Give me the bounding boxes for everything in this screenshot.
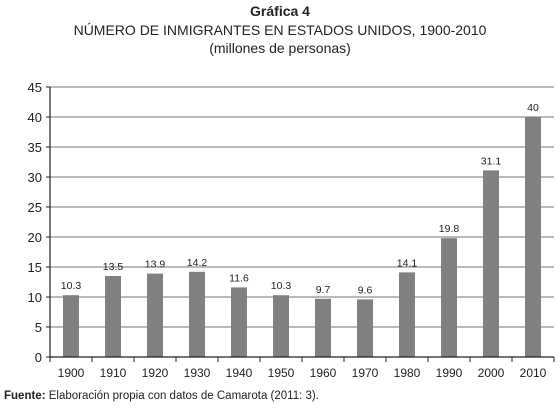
- bar: [441, 238, 457, 357]
- bar: [357, 299, 373, 357]
- y-tick-label: 30: [28, 170, 42, 185]
- figure-label: Gráfica 4: [250, 3, 310, 19]
- bar: [399, 272, 415, 357]
- chart-title: NÚMERO DE INMIGRANTES EN ESTADOS UNIDOS,…: [73, 22, 487, 38]
- x-tick-label: 1920: [142, 366, 169, 380]
- x-tick-label: 1970: [352, 366, 379, 380]
- source-note: Fuente: Elaboración propia con datos de …: [4, 390, 319, 402]
- y-tick-label: 5: [35, 320, 42, 335]
- bar: [63, 295, 79, 357]
- data-label: 10.3: [271, 280, 292, 292]
- x-tick-label: 1990: [436, 366, 463, 380]
- x-tick-label: 1950: [268, 366, 295, 380]
- y-tick-label: 0: [35, 350, 42, 365]
- x-tick-label: 2000: [478, 366, 505, 380]
- y-tick-label: 35: [28, 140, 42, 155]
- y-axis-ticks: 0 5 10 15 20 25 30 35 40 45: [28, 80, 50, 365]
- data-labels: 10.3 13.5 13.9 14.2 11.6 10.3 9.7 9.6 14.1 19.8 31…: [61, 102, 539, 296]
- y-tick-label: 20: [28, 230, 42, 245]
- data-label: 11.6: [229, 272, 249, 284]
- x-tick-label: 1960: [310, 366, 337, 380]
- data-label: 19.8: [439, 223, 460, 235]
- bar: [315, 298, 331, 357]
- bar: [189, 271, 205, 357]
- y-tick-label: 10: [28, 290, 42, 305]
- source-text: Elaboración propia con datos de Camarota…: [45, 390, 319, 402]
- data-label: 13.9: [145, 259, 166, 271]
- bar: [525, 117, 541, 357]
- data-label: 14.2: [187, 257, 208, 269]
- x-tick-label: 1940: [226, 366, 253, 380]
- x-axis-ticks: 1900 1910 1920 1930 1940 1950 1960 1970 1980 1990…: [49, 357, 555, 380]
- bar: [231, 287, 247, 357]
- x-tick-label: 1910: [100, 366, 127, 380]
- bar: [105, 276, 121, 357]
- x-tick-label: 1980: [394, 366, 421, 380]
- data-label: 9.6: [358, 284, 373, 296]
- source-label: Fuente:: [4, 390, 46, 402]
- y-tick-label: 45: [28, 80, 42, 95]
- y-tick-label: 40: [28, 110, 42, 125]
- y-tick-label: 15: [28, 260, 42, 275]
- data-label: 40: [527, 102, 539, 114]
- bar: [483, 170, 499, 357]
- data-label: 14.1: [397, 257, 418, 269]
- bar: [147, 273, 163, 357]
- chart-subtitle: (millones de personas): [209, 40, 351, 56]
- bars: [63, 117, 541, 357]
- data-label: 10.3: [61, 280, 82, 292]
- x-tick-label: 1930: [184, 366, 211, 380]
- x-tick-label: 2010: [520, 366, 547, 380]
- gridlines: [50, 86, 554, 328]
- y-tick-label: 25: [28, 200, 42, 215]
- data-label: 31.1: [481, 155, 502, 167]
- data-label: 9.7: [316, 284, 331, 296]
- data-label: 13.5: [103, 261, 124, 273]
- bar: [273, 295, 289, 357]
- x-tick-label: 1900: [58, 366, 85, 380]
